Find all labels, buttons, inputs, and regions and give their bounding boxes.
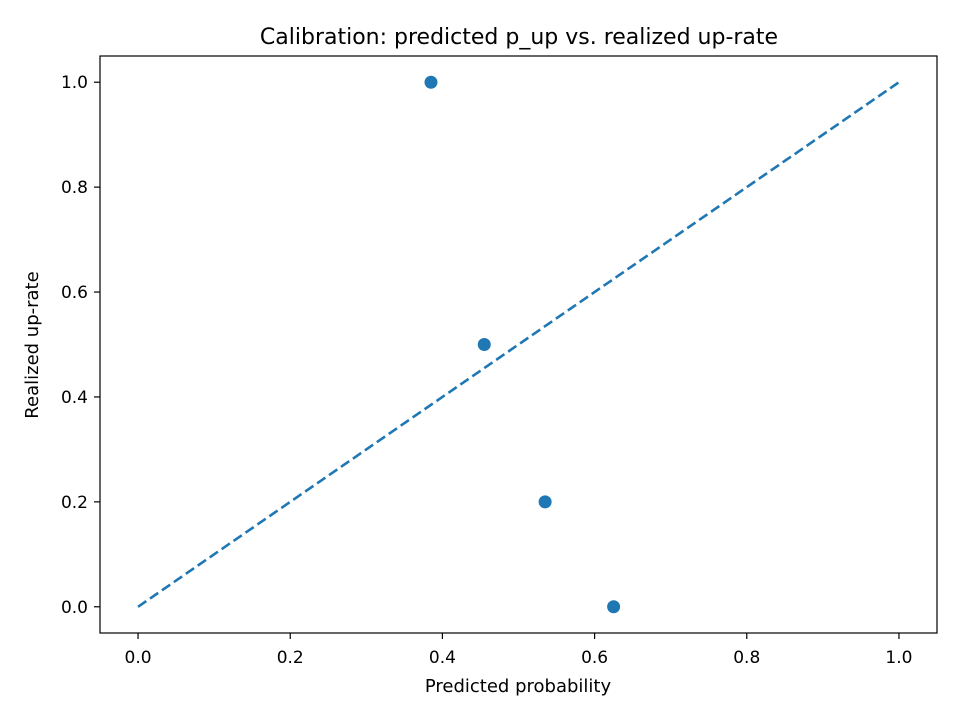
scatter-point-4 — [607, 600, 621, 614]
y-tick-label: 0.0 — [61, 598, 88, 618]
scatter-point-3 — [538, 495, 552, 509]
x-tick-label: 0.4 — [429, 648, 456, 668]
x-tick-label: 0.2 — [277, 648, 304, 668]
y-axis: 0.0 0.2 0.4 0.6 0.8 1.0 — [61, 73, 100, 618]
chart-title: Calibration: predicted p_up vs. realized… — [260, 25, 778, 50]
y-tick-label: 0.2 — [61, 493, 88, 513]
plot-frame — [99, 55, 938, 634]
x-tick-label: 1.0 — [885, 648, 912, 668]
x-axis: 0.0 0.2 0.4 0.6 0.8 1.0 — [125, 633, 912, 668]
y-tick-label: 0.6 — [61, 283, 88, 303]
x-axis-label: Predicted probability — [425, 676, 612, 697]
scatter-point-1 — [424, 75, 438, 89]
x-tick-label: 0.6 — [581, 648, 608, 668]
y-axis-label: Realized up-rate — [22, 271, 43, 418]
plot-area — [137, 75, 900, 614]
x-tick-label: 0.0 — [125, 648, 152, 668]
y-tick-label: 0.8 — [61, 178, 88, 198]
scatter-point-2 — [477, 338, 491, 351]
reference-line — [137, 81, 900, 608]
x-tick-label: 0.8 — [733, 648, 760, 668]
y-tick-label: 1.0 — [61, 73, 88, 93]
y-tick-label: 0.4 — [61, 388, 88, 408]
